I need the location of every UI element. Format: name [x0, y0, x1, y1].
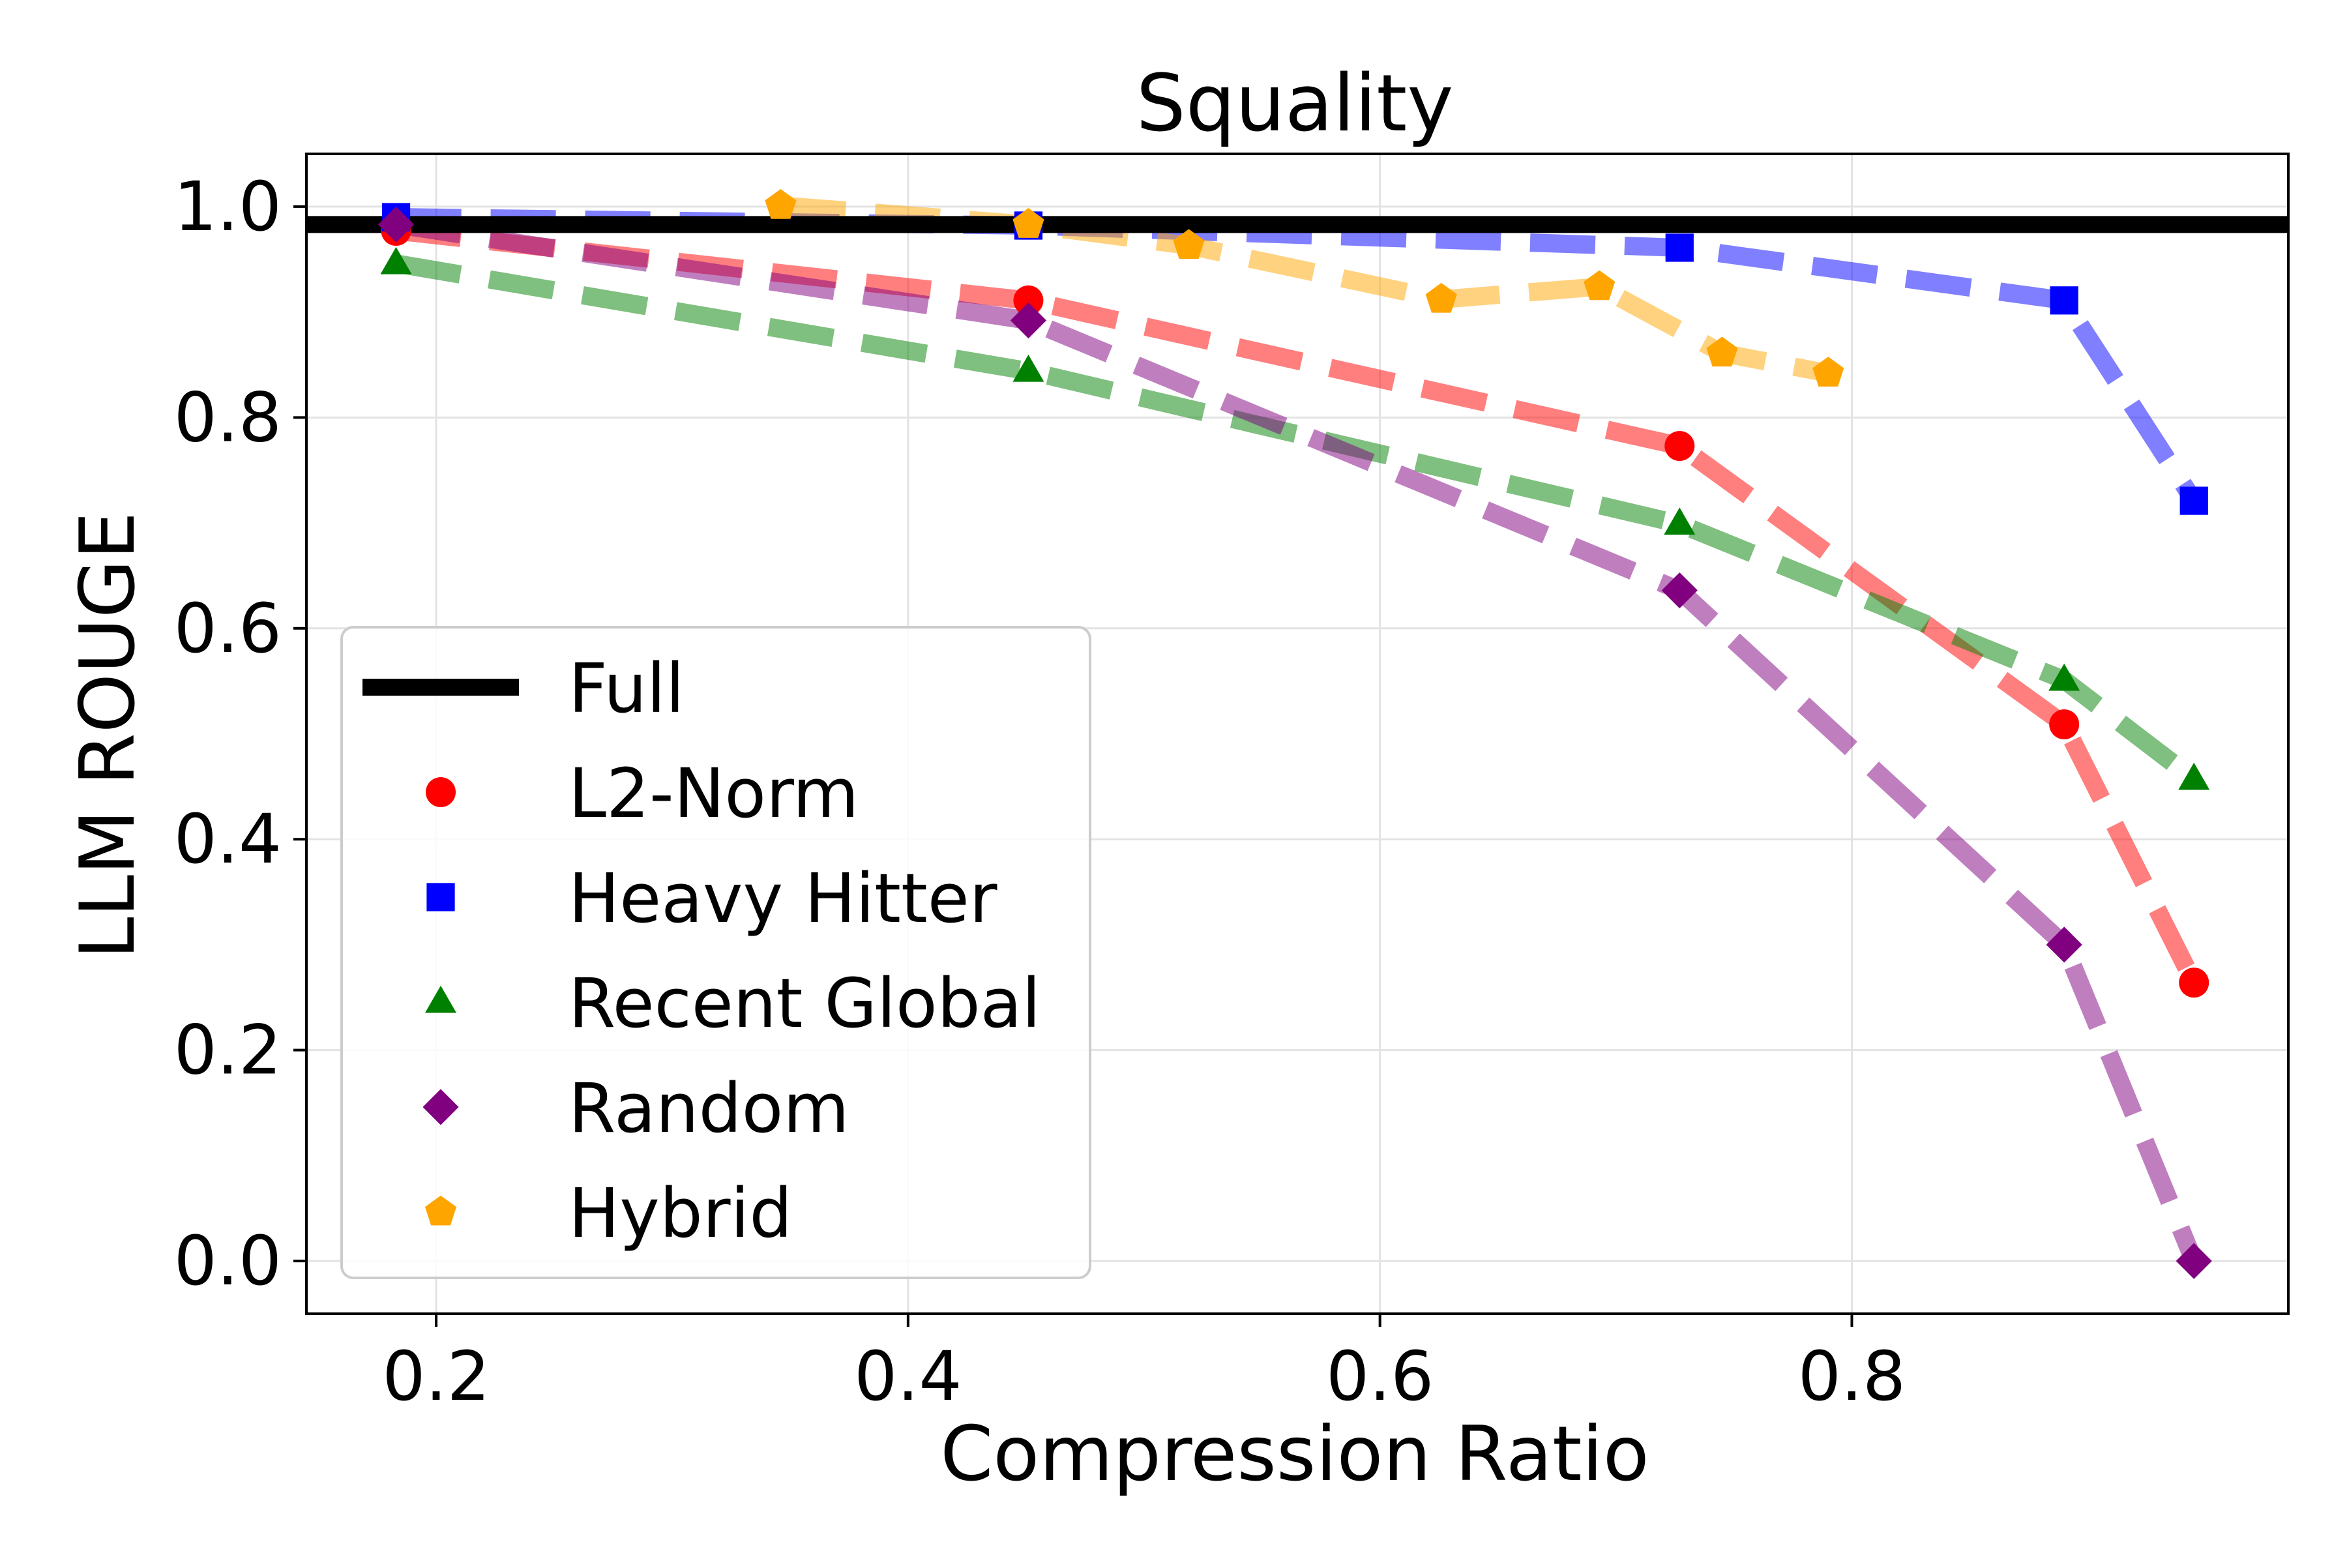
legend-swatch-hybrid — [424, 1195, 457, 1226]
point-l2-norm-2 — [1664, 430, 1695, 461]
y-tick-label-4: 0.8 — [174, 377, 282, 457]
series-line-recent-global — [394, 254, 2200, 787]
point-recent-global-0 — [380, 246, 412, 274]
x-tick-label-0: 0.2 — [382, 1337, 490, 1416]
x-tick-label-1: 0.4 — [854, 1337, 962, 1416]
point-random-4 — [2176, 1243, 2212, 1279]
legend: Full L2-Norm Heavy Hitter Recent Global Rand… — [340, 626, 1091, 1279]
y-tick-label-5: 1.0 — [174, 167, 282, 246]
legend-swatch-l2-norm — [426, 777, 456, 807]
legend-label-random: Random — [568, 1069, 849, 1148]
point-hybrid-5 — [1706, 336, 1738, 367]
point-heavy-hitter-2 — [1665, 233, 1694, 262]
point-l2-norm-4 — [2179, 968, 2209, 998]
y-tick-label-2: 0.4 — [174, 799, 282, 879]
point-recent-global-4 — [2178, 762, 2210, 790]
legend-label-l2-norm: L2-Norm — [568, 754, 859, 833]
point-hybrid-0 — [765, 188, 797, 219]
point-l2-norm-1 — [1013, 285, 1044, 316]
point-l2-norm-3 — [2049, 709, 2080, 739]
series-markers — [377, 188, 2212, 1279]
x-axis-label: Compression Ratio — [940, 1410, 1649, 1498]
point-random-2 — [1661, 572, 1698, 609]
legend-label-hybrid: Hybrid — [568, 1174, 792, 1253]
y-tick-label-0: 0.0 — [174, 1221, 282, 1301]
x-tick-label-3: 0.8 — [1798, 1337, 1906, 1416]
point-hybrid-4 — [1584, 270, 1616, 301]
series-line-l2-norm — [394, 222, 2202, 987]
point-hybrid-1 — [1012, 208, 1044, 238]
point-recent-global-3 — [2048, 663, 2080, 691]
legend-label-recent-global: Recent Global — [568, 964, 1041, 1043]
legend-box — [340, 626, 1091, 1279]
legend-swatch-random — [422, 1089, 459, 1125]
y-axis-label: LLM ROUGE — [64, 512, 152, 959]
point-random-1 — [1010, 302, 1047, 339]
legend-swatch-recent-global — [424, 985, 457, 1013]
point-hybrid-3 — [1425, 282, 1457, 313]
x-tick-label-2: 0.6 — [1326, 1337, 1434, 1416]
plot-frame — [305, 153, 2290, 1315]
chart-title: Squality — [1136, 59, 1454, 149]
legend-label-heavy-hitter: Heavy Hitter — [568, 859, 997, 938]
point-recent-global-2 — [1664, 507, 1696, 535]
legend-label-full: Full — [568, 649, 685, 728]
point-heavy-hitter-4 — [2179, 486, 2208, 515]
point-random-3 — [2046, 926, 2082, 963]
point-hybrid-2 — [1173, 229, 1205, 259]
axes: 0.2 0.4 0.6 0.8 0.0 0.2 0.4 0.6 0.8 1.0 — [174, 153, 2290, 1416]
point-hybrid-6 — [1812, 357, 1844, 387]
point-heavy-hitter-3 — [2050, 286, 2078, 315]
point-random-0 — [377, 206, 415, 243]
y-tick-label-3: 0.6 — [174, 589, 282, 668]
point-recent-global-1 — [1012, 354, 1044, 382]
y-tick-label-1: 0.2 — [174, 1011, 282, 1090]
legend-swatch-heavy-hitter — [426, 883, 455, 911]
